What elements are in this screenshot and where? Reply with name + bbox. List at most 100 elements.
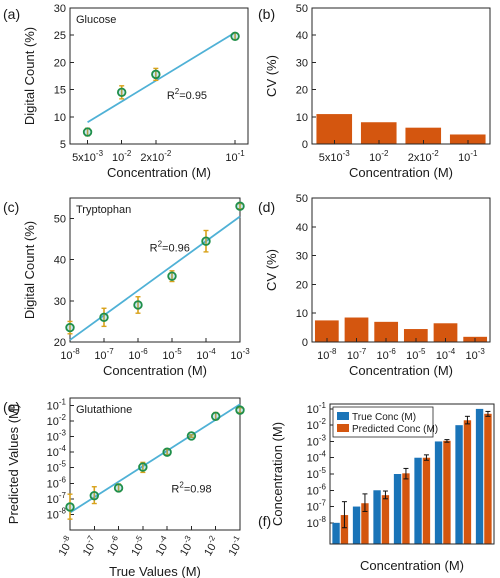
- y-tick-label: 20: [296, 85, 308, 97]
- r-squared-annotation: R2=0.95: [167, 87, 207, 102]
- plot-frame: [69, 197, 241, 343]
- plot-frame-overlay: [311, 197, 491, 343]
- data-point: [235, 405, 245, 415]
- x-axis-label: Concentration (M): [349, 363, 453, 378]
- x-tick-label: 10-1: [224, 534, 247, 559]
- y-tick-label: 20: [296, 279, 308, 291]
- y-tick-label: 10-5: [307, 466, 327, 481]
- y-tick-label: 30: [54, 3, 66, 15]
- bar-predicted: [463, 420, 472, 544]
- bar: [433, 323, 458, 342]
- fit-line: [87, 31, 236, 124]
- x-tick-label: 10-4: [436, 347, 456, 362]
- x-tick-label: 10-1: [458, 149, 478, 164]
- y-tick-label: 10-5: [47, 460, 67, 475]
- plot-frame: [69, 397, 241, 531]
- x-tick-label: 10-8: [60, 347, 80, 362]
- x-tick-label: 10-8: [54, 534, 77, 559]
- data-point: [201, 236, 211, 246]
- bar-predicted: [402, 473, 410, 544]
- data-point: [151, 69, 161, 80]
- data-point: [99, 312, 109, 323]
- bar-predicted: [381, 495, 390, 544]
- data-point: [116, 87, 127, 98]
- x-tick-label: 10-7: [347, 347, 367, 362]
- y-tick-label: 15: [54, 85, 66, 97]
- y-tick-label: 30: [296, 251, 308, 263]
- y-tick-label: 10-6: [307, 482, 327, 497]
- y-tick-label: 50: [54, 214, 66, 226]
- legend-swatch: [337, 424, 349, 432]
- x-axis-label: True Values (M): [109, 564, 201, 578]
- y-tick-label: 50: [296, 3, 308, 15]
- panel-title: Glutathione: [76, 404, 132, 416]
- data-point: [113, 483, 124, 493]
- panel-c: 20 30 40 50 10-8 10-7 10-6 10-5 10-4 10-3 Tryptoph…: [3, 197, 250, 378]
- bar-true: [352, 506, 361, 544]
- data-point: [89, 490, 99, 501]
- x-axis-label: Concentration (M): [349, 165, 453, 180]
- y-tick-label: 25: [54, 30, 66, 42]
- x-tick-label: 2x10-2: [408, 149, 440, 164]
- x-tick-label: 10-5: [162, 347, 182, 362]
- x-tick-label: 10-2: [369, 149, 389, 164]
- y-tick-label: 10-8: [47, 506, 67, 521]
- y-tick-label: 10-7: [47, 491, 67, 506]
- y-tick-label: 10-6: [47, 475, 67, 490]
- panel-f: 10-810-7 10-610-510-4 10-310-210-1 True Con…: [258, 401, 495, 573]
- y-tick-label: 40: [296, 30, 308, 42]
- bar-predicted: [340, 515, 349, 544]
- y-axis-label: Digital Count (%): [22, 221, 37, 319]
- panel-label: (f): [258, 513, 271, 529]
- x-tick-label: 2x10-2: [140, 149, 172, 164]
- x-tick-label: 5x10-3: [319, 149, 351, 164]
- y-tick-label: 10-4: [307, 450, 327, 465]
- bar-true: [373, 490, 381, 544]
- x-tick-label: 10-3: [230, 347, 250, 362]
- data-point: [186, 431, 197, 441]
- bar-predicted: [422, 457, 431, 544]
- panel-title: Glucose: [76, 14, 116, 26]
- y-tick-label: 10: [296, 308, 308, 320]
- bar: [374, 321, 399, 342]
- y-tick-label: 10-1: [307, 401, 327, 416]
- bar-predicted: [361, 503, 369, 544]
- y-tick-label: 50: [296, 193, 308, 205]
- legend-box: [332, 406, 434, 438]
- y-tick-label: 10-2: [307, 417, 327, 432]
- bar: [316, 114, 353, 144]
- bar: [405, 127, 442, 144]
- y-axis-label: Concentration (M): [270, 422, 285, 526]
- y-tick-label: 30: [296, 57, 308, 69]
- data-point: [133, 300, 143, 310]
- y-tick-label: 0: [302, 139, 308, 151]
- y-tick-label: 10-1: [47, 397, 67, 412]
- panel-label: (b): [258, 6, 275, 22]
- x-axis-label: Concentration (M): [360, 558, 464, 573]
- y-tick-label: 0: [302, 337, 308, 349]
- y-tick-label: 10-3: [47, 429, 67, 444]
- y-axis-label: CV (%): [264, 55, 279, 97]
- x-tick-label: 10-6: [102, 534, 125, 559]
- legend-label: True Conc (M): [352, 412, 416, 423]
- y-tick-label: 10-7: [307, 499, 327, 514]
- x-axis-label: Concentration (M): [103, 363, 207, 378]
- y-tick-label: 30: [54, 296, 66, 308]
- x-tick-label: 10-5: [127, 534, 150, 559]
- y-axis-label: CV (%): [264, 249, 279, 291]
- panel-d: 0 10 20 30 40 50 10-8 10-7 10-6 10-5 10-4 10-3 Conce…: [258, 193, 491, 378]
- legend-label: Predicted Conc (M): [352, 424, 438, 435]
- x-tick-label: 10-6: [128, 347, 148, 362]
- x-tick-label: 10-3: [175, 534, 198, 559]
- bar-predicted: [443, 440, 451, 544]
- panel-label: (c): [3, 199, 19, 215]
- data-point: [65, 322, 75, 333]
- y-tick-label: 10: [54, 112, 66, 124]
- x-tick-label: 10-7: [94, 347, 114, 362]
- panel-a: 5 10 15 20 25 30 5x10-3 10-2 2x10-2 10-1 Glucose R2…: [3, 3, 249, 180]
- bar-true: [455, 425, 463, 544]
- y-tick-label: 20: [54, 337, 66, 349]
- data-point: [167, 271, 177, 281]
- data-point: [230, 31, 240, 41]
- data-point: [65, 502, 75, 512]
